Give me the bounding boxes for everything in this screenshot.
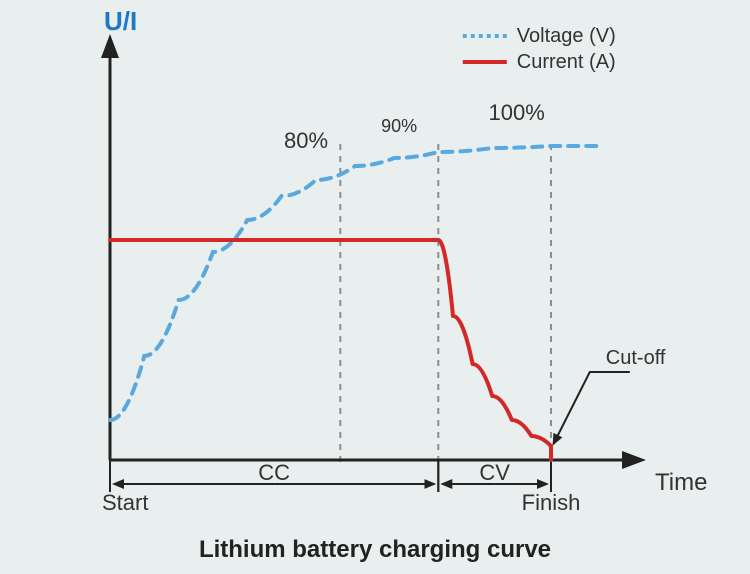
chart-svg: U/I Time Start Finish CC CV 80% 90% 100% Cut-off V… bbox=[0, 0, 750, 574]
legend-label-0: Voltage (V) bbox=[517, 25, 616, 47]
y-axis-label: U/I bbox=[104, 6, 137, 36]
legend-label-1: Current (A) bbox=[517, 51, 616, 73]
finish-label: Finish bbox=[522, 490, 581, 515]
phase-label-cc: CC bbox=[258, 460, 290, 485]
chart-title: Lithium battery charging curve bbox=[0, 536, 750, 564]
x-axis-label: Time bbox=[655, 469, 707, 496]
percent-label-1: 90% bbox=[381, 116, 417, 136]
bg bbox=[0, 0, 750, 574]
percent-label-2: 100% bbox=[489, 100, 545, 125]
chart-container: U/I Time Start Finish CC CV 80% 90% 100% Cut-off V… bbox=[0, 0, 750, 574]
phase-label-cv: CV bbox=[479, 460, 510, 485]
percent-label-0: 80% bbox=[284, 128, 328, 153]
cutoff-label: Cut-off bbox=[606, 347, 666, 369]
start-label: Start bbox=[102, 490, 148, 515]
